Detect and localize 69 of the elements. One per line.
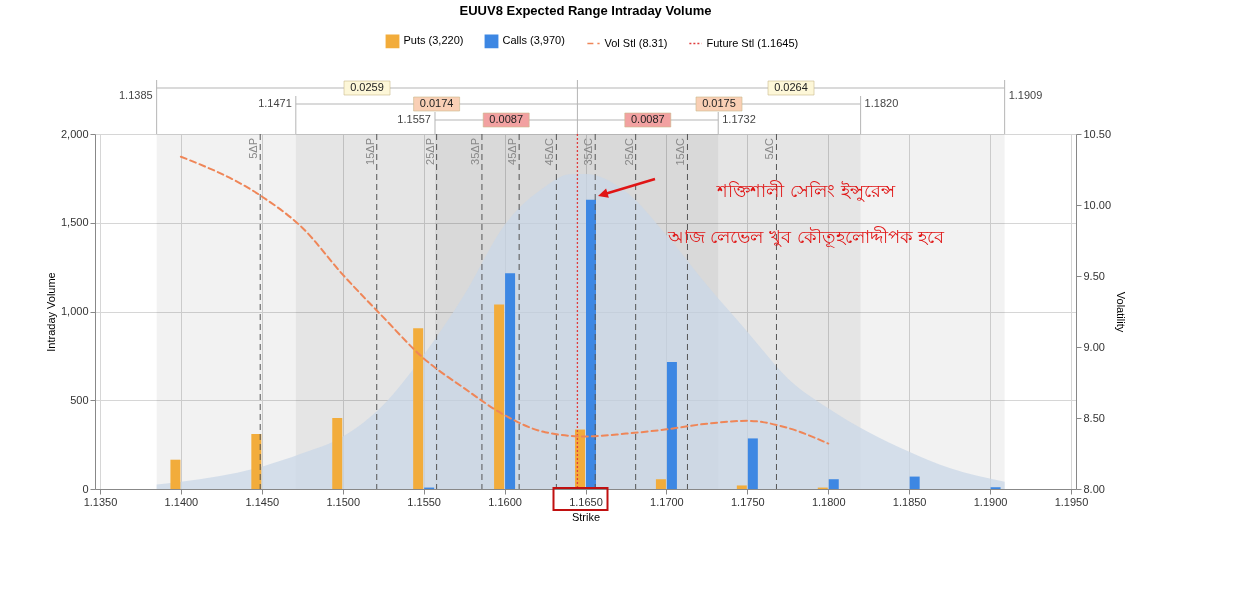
x-tick-label: 1.1400 xyxy=(164,495,199,508)
ref-line-label: 5ΔP xyxy=(247,138,260,159)
x-tick-label: 1.1800 xyxy=(811,495,846,508)
bar xyxy=(586,199,596,489)
ref-line-label: 5ΔC xyxy=(763,137,776,160)
text: 0.0087 xyxy=(630,113,665,125)
x-tick-label: 1.1850 xyxy=(892,495,927,508)
y2-tick-label: 10.00 xyxy=(1083,198,1112,211)
y-tick-label: 1,000 xyxy=(60,305,89,317)
text: 0.0174 xyxy=(419,97,454,109)
x-tick-label: 1.1650 xyxy=(569,495,603,508)
y2-tick-label: 9.00 xyxy=(1083,340,1105,353)
x-tick-label: 1.1700 xyxy=(650,495,684,508)
bar xyxy=(736,485,747,489)
bar xyxy=(747,438,758,489)
bar xyxy=(170,459,181,489)
bar xyxy=(655,479,666,489)
x-tick-label: 1.1950 xyxy=(1054,495,1089,508)
text: 1.1385 xyxy=(118,89,153,101)
y2-tick-label: 8.00 xyxy=(1083,482,1105,495)
annotation: শক্তিশালী সেলিং ইন্সুরেন্স xyxy=(716,180,896,202)
ref-line-label: 15ΔC xyxy=(674,137,687,166)
bar xyxy=(413,328,424,489)
text: 1.1820 xyxy=(864,97,899,109)
text: 1.1909 xyxy=(1008,89,1043,101)
y-tick-label: 1,500 xyxy=(60,216,89,229)
text: 0.0264 xyxy=(774,81,808,93)
ref-line-label: 25ΔP xyxy=(423,138,436,165)
bar xyxy=(828,479,839,489)
y-tick-label: 0 xyxy=(82,482,89,495)
x-tick-label: 1.1550 xyxy=(407,495,441,508)
annotation: আজ লেভেল খুব কৌতূহলোদ্দীপক হবে xyxy=(666,226,946,248)
text: 1.1557 xyxy=(397,113,431,125)
bar xyxy=(251,433,262,489)
bar xyxy=(505,273,516,489)
bar xyxy=(494,304,505,489)
legend-label: Calls (3,970) xyxy=(502,34,565,47)
x-tick-label: 1.1600 xyxy=(488,495,522,508)
ref-line-label: 15ΔP xyxy=(363,138,376,165)
bar xyxy=(909,476,920,489)
y-axis-title: Intraday Volume xyxy=(44,272,57,352)
text: 1.1732 xyxy=(722,113,756,125)
legend-label: Puts (3,220) xyxy=(403,34,464,47)
legend-label: Future Stl (1.1645) xyxy=(706,36,799,49)
ref-line-label: 25ΔC xyxy=(622,137,635,166)
ref-line-label: 45ΔC xyxy=(543,137,556,166)
y2-tick-label: 9.50 xyxy=(1083,269,1105,282)
y2-axis-title: Volatility xyxy=(1115,291,1128,333)
y2-tick-label: 8.50 xyxy=(1083,411,1105,424)
chart-title: EUUV8 Expected Range Intraday Volume xyxy=(459,3,712,18)
ref-line-label: 45ΔP xyxy=(506,138,519,165)
x-tick-label: 1.1750 xyxy=(731,495,765,508)
text: 0.0259 xyxy=(350,81,384,93)
ref-line-label: 35ΔC xyxy=(582,137,595,166)
legend-label: Vol Stl (8.31) xyxy=(604,36,668,49)
x-tick-label: 1.1500 xyxy=(326,495,361,508)
bar xyxy=(666,362,677,489)
x-tick-label: 1.1900 xyxy=(973,495,1008,508)
x-tick-label: 1.1350 xyxy=(83,495,118,508)
y2-tick-label: 10.50 xyxy=(1083,127,1112,140)
text: 0.0087 xyxy=(489,113,524,125)
bar xyxy=(332,418,343,489)
ref-line-label: 35ΔP xyxy=(468,138,481,165)
x-tick-label: 1.1450 xyxy=(245,495,280,508)
y-tick-label: 2,000 xyxy=(60,127,89,140)
text: 1.1471 xyxy=(258,97,292,109)
text: 0.0175 xyxy=(702,97,736,109)
y-tick-label: 500 xyxy=(70,393,89,406)
x-axis-title: Strike xyxy=(571,510,601,523)
